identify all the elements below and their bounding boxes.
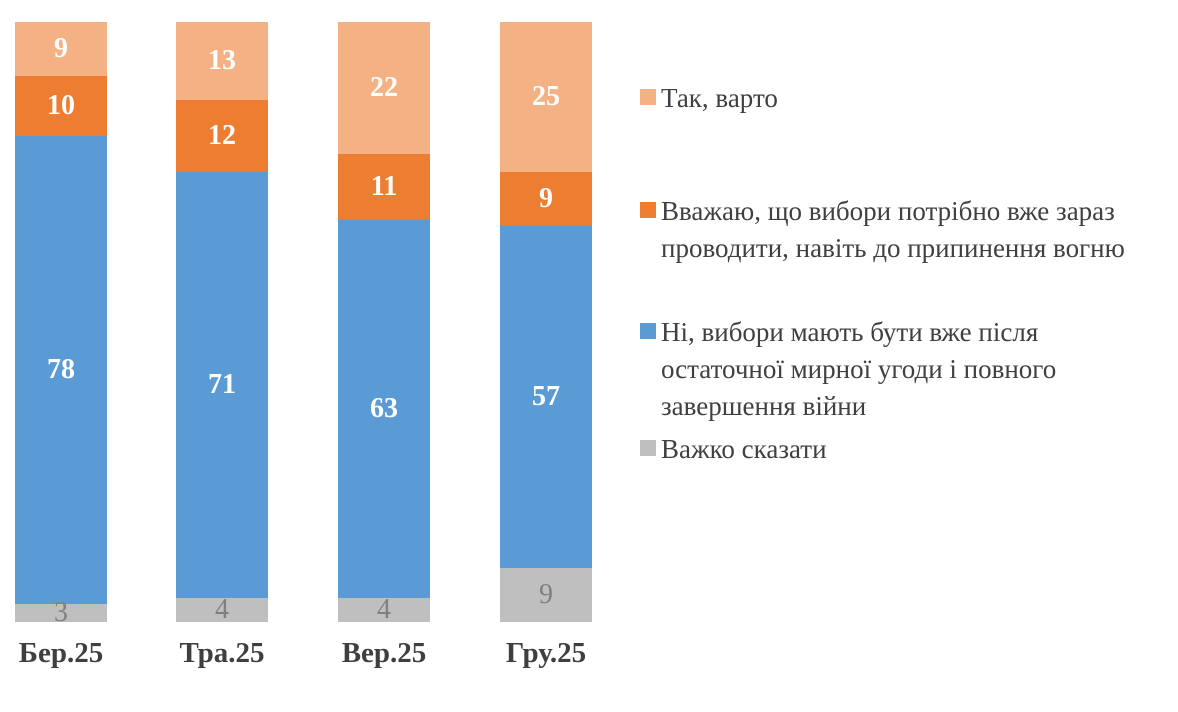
segment-value-label: 12: [208, 120, 236, 151]
category-label: Гру.25: [505, 637, 587, 669]
legend-item: Так, варто: [640, 80, 1164, 117]
bar-segment: 78: [15, 136, 107, 604]
legend-item: Важко сказати: [640, 431, 1164, 468]
bar-segment: 9: [500, 568, 592, 622]
segment-value-label: 13: [208, 45, 236, 76]
category-label: Бер.25: [18, 637, 104, 669]
bar-segment: 25: [500, 22, 592, 172]
segment-value-label: 9: [54, 33, 68, 64]
segment-value-label: 4: [377, 594, 391, 625]
legend-swatch-icon: [640, 323, 656, 339]
category-label: Вер.25: [341, 637, 427, 669]
segment-value-label: 10: [47, 90, 75, 121]
segment-value-label: 71: [208, 369, 236, 400]
bar-segment: 11: [338, 154, 430, 220]
bar-segment: 12: [176, 100, 268, 172]
legend-swatch-icon: [640, 202, 656, 218]
bar-Гру.25: 25 9 57 9: [500, 22, 592, 622]
bar-segment: 9: [15, 22, 107, 76]
legend-item: Вважаю, що вибори потрібно вже зараз про…: [640, 193, 1164, 267]
bar-segment: 57: [500, 226, 592, 568]
legend-swatch-icon: [640, 440, 656, 456]
bar-segment: 22: [338, 22, 430, 154]
segment-value-label: 11: [370, 171, 398, 202]
segment-value-label: 25: [532, 81, 560, 112]
segment-value-label: 78: [47, 354, 75, 385]
bar-Вер.25: 22 11 63 4: [338, 22, 430, 625]
bar-segment: 63: [338, 220, 430, 598]
bar-segment: 71: [176, 172, 268, 598]
bar-Тра.25: 13 12 71 4: [176, 22, 268, 625]
bar-segment: 4: [176, 594, 268, 625]
legend-label: Вважаю, що вибори потрібно вже зараз про…: [661, 196, 1125, 263]
legend-swatch-icon: [640, 89, 656, 105]
bar-segment: 9: [500, 172, 592, 226]
bar-segment: 13: [176, 22, 268, 100]
segment-value-label: 9: [539, 579, 553, 610]
bar-segment: 3: [15, 599, 107, 627]
segment-value-label: 3: [54, 597, 68, 628]
bar-Бер.25: 9 10 78 3: [15, 22, 107, 627]
segment-value-label: 57: [532, 381, 560, 412]
segment-value-label: 4: [215, 594, 229, 625]
legend-item: Ні, вибори мають бути вже після остаточн…: [640, 314, 1164, 425]
bar-segment: 10: [15, 76, 107, 136]
legend-label: Ні, вибори мають бути вже після остаточн…: [661, 317, 1057, 421]
segment-value-label: 22: [370, 72, 398, 103]
segment-value-label: 9: [539, 183, 553, 214]
legend-label: Так, варто: [661, 83, 778, 113]
bar-segment: 4: [338, 594, 430, 625]
legend-label: Важко сказати: [661, 434, 827, 464]
segment-value-label: 63: [370, 393, 398, 424]
category-label: Тра.25: [179, 637, 265, 669]
